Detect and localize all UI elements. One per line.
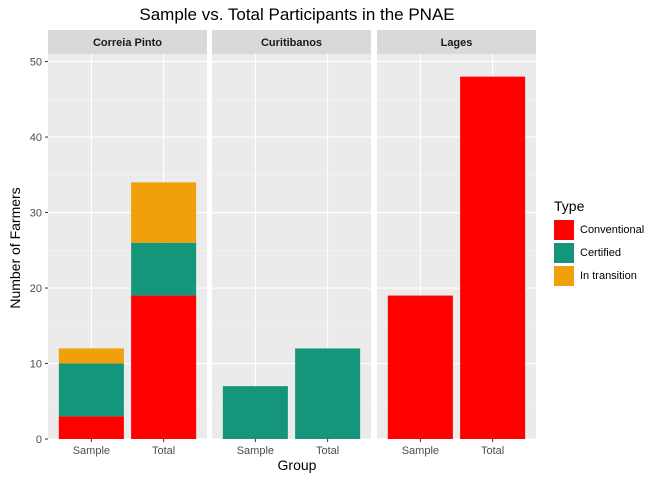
facet-strip <box>377 30 536 54</box>
legend-swatch <box>554 219 574 240</box>
facet-lages: Lages Sample Total <box>377 30 536 457</box>
y-tick-label: 10 <box>30 359 42 371</box>
bar-conventional <box>131 295 197 439</box>
legend-swatch <box>554 265 574 286</box>
facet-strip-label: Correia Pinto <box>93 37 162 49</box>
facet-curitibanos: Curitibanos Sample Total <box>212 30 371 457</box>
x-tick-label: Sample <box>237 445 274 457</box>
x-tick-label: Total <box>316 445 339 457</box>
legend-label: In transition <box>580 269 637 282</box>
facet-strip-label: Lages <box>441 37 473 49</box>
chart-title: Sample vs. Total Participants in the PNA… <box>139 5 454 24</box>
y-axis-label: Number of Farmers <box>7 187 23 308</box>
legend-label: Conventional <box>580 223 645 236</box>
bar-in-transition <box>131 182 197 243</box>
legend: Type Conventional Certified In transitio… <box>554 198 644 287</box>
facet-panels: Correia Pinto Sample Total Curitibanos Sampl… <box>48 30 536 457</box>
bar-conventional <box>460 76 526 439</box>
y-tick-label: 0 <box>36 434 42 446</box>
x-tick-label: Total <box>481 445 504 457</box>
legend-item-conventional: Conventional <box>554 218 644 241</box>
facet-strip-label: Curitibanos <box>261 37 322 49</box>
legend-label: Certified <box>580 246 621 259</box>
bar-conventional <box>387 295 453 439</box>
bar-certified <box>222 386 288 439</box>
facet-correia-pinto: Correia Pinto Sample Total <box>48 30 207 457</box>
legend-title: Type <box>554 198 585 214</box>
legend-swatch <box>554 242 574 263</box>
y-tick-label: 30 <box>30 208 42 220</box>
y-tick-label: 20 <box>30 283 42 295</box>
x-tick-label: Sample <box>402 445 439 457</box>
y-axis: 0 10 20 30 40 50 <box>30 57 48 446</box>
bar-certified <box>295 348 361 439</box>
bar-conventional <box>58 416 124 439</box>
y-tick-label: 40 <box>30 132 42 144</box>
y-tick-label: 50 <box>30 57 42 69</box>
bar-certified <box>58 363 124 417</box>
facet-strip <box>212 30 371 54</box>
bar-in-transition <box>58 348 124 364</box>
legend-item-in-transition: In transition <box>554 264 644 287</box>
bar-certified <box>131 242 197 296</box>
facet-strip <box>48 30 207 54</box>
legend-item-certified: Certified <box>554 241 644 264</box>
x-tick-label: Total <box>152 445 175 457</box>
x-axis-label: Group <box>278 457 317 473</box>
x-tick-label: Sample <box>73 445 110 457</box>
